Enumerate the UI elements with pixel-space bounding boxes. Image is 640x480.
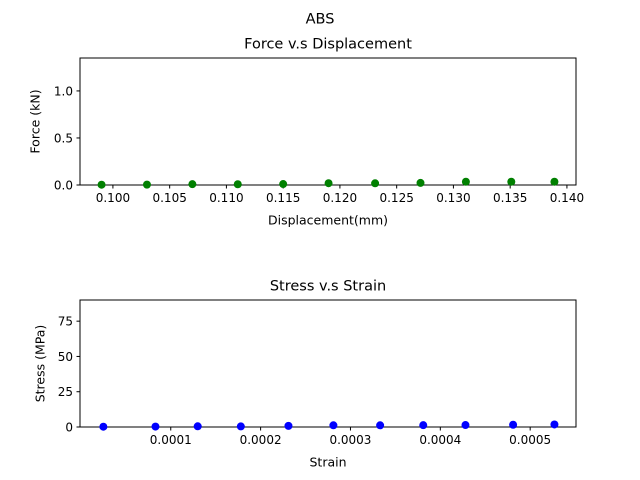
chart2-ylabel: Stress (MPa) (33, 325, 48, 403)
chart2-ytick-label: 75 (58, 315, 73, 329)
chart2-xtick-label: 0.0004 (419, 433, 461, 447)
chart1-data-point (550, 177, 559, 186)
chart1-data-point (188, 180, 197, 189)
chart1-xtick-label: 0.110 (209, 191, 243, 205)
chart1-ticks: 0.100 0.105 0.110 0.115 0.120 0.125 0.130 0.135… (54, 84, 584, 205)
chart1-data-point (507, 177, 516, 186)
chart1-xtick-label: 0.100 (96, 191, 130, 205)
chart1-ytick-label: 0.5 (54, 131, 73, 145)
chart1-data-point (416, 178, 425, 187)
chart2-data-point (376, 421, 385, 430)
chart1-xtick-label: 0.135 (493, 191, 527, 205)
chart1-title: Force v.s Displacement (244, 37, 412, 53)
chart2-data-point (509, 420, 518, 429)
chart1-ylabel: Force (kN) (28, 89, 43, 153)
chart1-ytick-label: 1.0 (54, 84, 73, 98)
chart2-plot-frame (79, 299, 577, 428)
chart2-data-point (329, 421, 338, 430)
chart1-xtick-label: 0.115 (266, 191, 300, 205)
chart-force-displacement: Force v.s Displacement 0.100 0.105 0.110 0.… (28, 37, 585, 228)
chart1-data-point (97, 180, 106, 189)
chart2-ytick-label: 25 (58, 385, 73, 399)
chart2-title: Stress v.s Strain (270, 279, 386, 295)
chart1-xtick-label: 0.105 (152, 191, 186, 205)
chart2-data-point (284, 421, 293, 430)
chart2-data-point (99, 422, 108, 431)
chart2-data-point (419, 421, 428, 430)
chart2-xtick-label: 0.0003 (329, 433, 371, 447)
chart1-xtick-label: 0.140 (550, 191, 584, 205)
chart1-data-point (324, 179, 333, 188)
chart2-ytick-label: 50 (58, 350, 73, 364)
chart2-data-point (236, 422, 245, 431)
chart2-xtick-label: 0.0001 (150, 433, 192, 447)
figure-suptitle: ABS (306, 12, 335, 28)
chart1-data-point (233, 180, 242, 189)
chart2-points (99, 420, 559, 431)
chart1-xtick-label: 0.120 (323, 191, 357, 205)
chart1-data-point (371, 179, 380, 188)
chart1-data-point (461, 177, 470, 186)
chart2-data-point (193, 422, 202, 431)
chart1-data-point (142, 180, 151, 189)
chart2-xtick-label: 0.0005 (509, 433, 551, 447)
chart1-xlabel: Displacement(mm) (268, 213, 388, 228)
chart1-ytick-label: 0.0 (54, 179, 73, 193)
chart2-ytick-label: 0 (65, 421, 73, 435)
chart2-data-point (550, 420, 559, 429)
chart2-xlabel: Strain (309, 455, 346, 470)
chart2-ticks: 0.0001 0.0002 0.0003 0.0004 0.0005 0 25 50 75 (58, 315, 551, 447)
chart1-points (97, 177, 559, 189)
chart-stress-strain: Stress v.s Strain 0.0001 0.0002 0.0003 0.00… (33, 279, 577, 470)
chart1-xtick-label: 0.125 (379, 191, 413, 205)
chart2-xtick-label: 0.0002 (240, 433, 282, 447)
chart2-data-point (461, 421, 470, 430)
chart1-data-point (279, 180, 288, 189)
chart2-data-point (151, 422, 160, 431)
chart1-xtick-label: 0.130 (436, 191, 470, 205)
